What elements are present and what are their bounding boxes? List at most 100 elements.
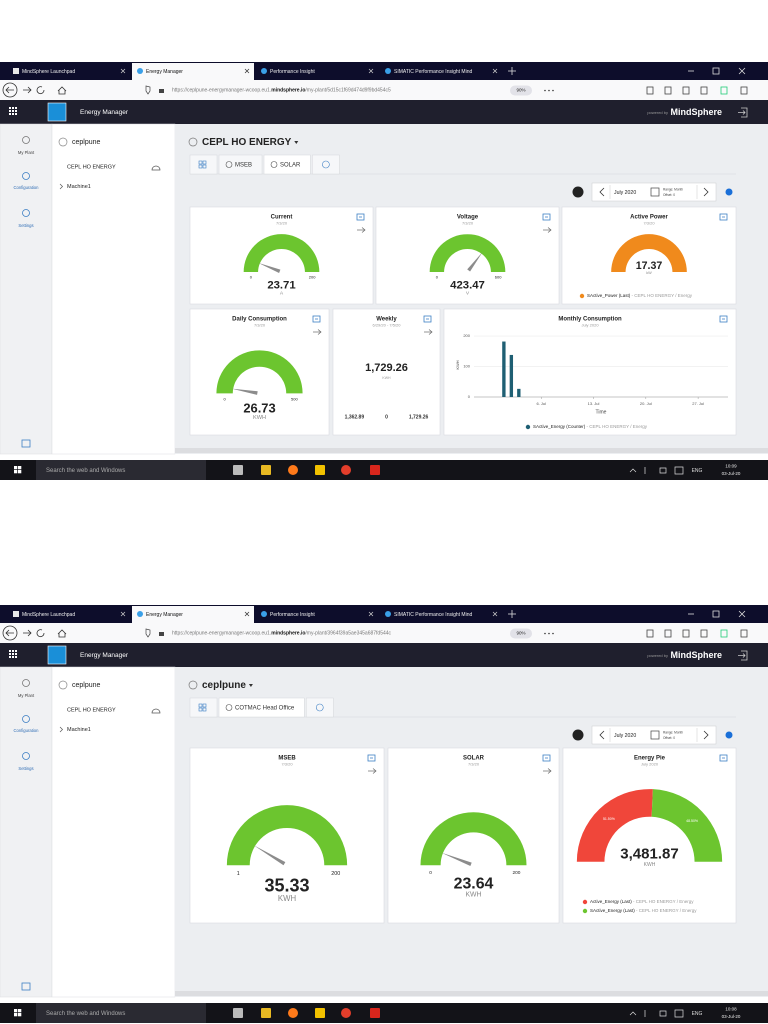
browser-tab[interactable]: SIMATIC Performance Insight Mind: [394, 69, 472, 75]
drilldown-arrow-head[interactable]: [372, 768, 377, 774]
start-button[interactable]: [14, 466, 18, 470]
zoom-pill[interactable]: [510, 85, 532, 96]
widget-picker[interactable]: [572, 729, 584, 741]
zoom-pill[interactable]: [510, 628, 532, 639]
page-actions[interactable]: [552, 632, 554, 635]
zoom-level[interactable]: 90%: [516, 631, 525, 636]
tree-expander[interactable]: [59, 183, 63, 190]
page-actions[interactable]: [548, 89, 550, 92]
back-button[interactable]: [2, 625, 18, 641]
settings-gear[interactable]: [725, 188, 733, 196]
nav-item[interactable]: Configuration: [14, 185, 40, 190]
taskbar-app[interactable]: [341, 465, 351, 475]
widget-menu-icon[interactable]: [423, 315, 432, 323]
taskbar-app[interactable]: [370, 1008, 380, 1018]
toolbar-icon[interactable]: [664, 629, 672, 638]
browser-tab[interactable]: Energy Manager: [146, 612, 183, 618]
nav-icon[interactable]: [22, 136, 30, 144]
tree-root[interactable]: ceplpune: [72, 682, 101, 689]
browser-tab[interactable]: MindSphere Launchpad: [22, 69, 75, 75]
url[interactable]: https://ceplpune-energymanager-wcoop.eu1…: [172, 88, 391, 94]
taskbar-app[interactable]: [315, 465, 325, 475]
add-tab[interactable]: [312, 154, 340, 175]
tree-asset[interactable]: CEPL HO ENERGY: [67, 164, 116, 170]
tree-root[interactable]: ceplpune: [72, 139, 101, 146]
page-title[interactable]: ceplpune: [202, 680, 246, 691]
widget-menu-icon[interactable]: [312, 315, 321, 323]
toolbar-icon[interactable]: [740, 629, 748, 638]
tree-child[interactable]: Machine1: [67, 184, 91, 190]
nav-icon[interactable]: [22, 209, 30, 217]
toolbar-icon[interactable]: [664, 86, 672, 95]
add-tab[interactable]: [306, 697, 334, 718]
browser-tab[interactable]: Performance Insight: [270, 69, 315, 75]
forward-arrow[interactable]: [23, 86, 32, 94]
taskbar-search[interactable]: Search the web and Windows: [46, 1011, 125, 1017]
taskbar-app[interactable]: [341, 1008, 351, 1018]
toolbar-icon[interactable]: [682, 86, 690, 95]
tree-asset[interactable]: CEPL HO ENERGY: [67, 707, 116, 713]
active-tab[interactable]: [132, 606, 254, 623]
taskbar-app[interactable]: [261, 1008, 271, 1018]
url[interactable]: https://ceplpune-energymanager-wcoop.eu1…: [172, 631, 392, 637]
drilldown-arrow-head[interactable]: [547, 768, 552, 774]
start-button[interactable]: [14, 1013, 18, 1017]
start-button[interactable]: [18, 470, 22, 474]
widget-menu-icon[interactable]: [719, 754, 728, 762]
start-button[interactable]: [18, 1013, 22, 1017]
title-caret[interactable]: [294, 141, 299, 144]
logout-icon[interactable]: [738, 650, 748, 661]
taskbar-app[interactable]: [233, 1008, 243, 1018]
nav-icon[interactable]: [22, 679, 30, 687]
drilldown-arrow-head[interactable]: [361, 227, 366, 233]
toolbar-icon[interactable]: [740, 86, 748, 95]
page-actions[interactable]: [544, 89, 546, 92]
calendar-icon[interactable]: [650, 730, 660, 740]
search-box[interactable]: [36, 1003, 206, 1023]
widget-menu-icon[interactable]: [356, 213, 365, 221]
widget-menu-icon[interactable]: [719, 315, 728, 323]
calendar-icon[interactable]: [650, 187, 660, 197]
dashboard-tab[interactable]: [189, 154, 218, 175]
dashboard-tab[interactable]: [218, 154, 263, 175]
active-tab[interactable]: [132, 63, 254, 80]
period-date[interactable]: July 2020: [614, 190, 636, 196]
zoom-level[interactable]: 90%: [516, 88, 525, 93]
title-caret[interactable]: [248, 684, 253, 687]
nav-icon[interactable]: [22, 172, 30, 180]
dashboard-tab[interactable]: [189, 697, 218, 718]
taskbar-search[interactable]: Search the web and Windows: [46, 468, 125, 474]
taskbar-app[interactable]: [261, 465, 271, 475]
drilldown-arrow-head[interactable]: [428, 329, 433, 335]
taskbar-app[interactable]: [288, 1008, 298, 1018]
toolbar-icon[interactable]: [720, 86, 728, 95]
logout-icon[interactable]: [738, 107, 748, 118]
toolbar-icon[interactable]: [700, 629, 708, 638]
page-actions[interactable]: [544, 632, 546, 635]
nav-icon[interactable]: [22, 752, 30, 760]
widget-menu-icon[interactable]: [542, 213, 551, 221]
home[interactable]: [57, 629, 67, 638]
prev-period[interactable]: [599, 730, 605, 740]
taskbar-app[interactable]: [288, 465, 298, 475]
toolbar-icon[interactable]: [646, 629, 654, 638]
start-button[interactable]: [18, 1009, 22, 1013]
page-actions[interactable]: [552, 89, 554, 92]
settings-gear[interactable]: [725, 731, 733, 739]
browser-tab[interactable]: Performance Insight: [270, 612, 315, 618]
home[interactable]: [57, 86, 67, 95]
forward-arrow[interactable]: [23, 629, 32, 637]
dashboard-tab[interactable]: [218, 697, 305, 718]
nav-item[interactable]: Settings: [18, 223, 33, 228]
tree-child[interactable]: Machine1: [67, 727, 91, 733]
drilldown-arrow-head[interactable]: [547, 227, 552, 233]
next-period[interactable]: [703, 187, 709, 197]
drilldown-arrow-head[interactable]: [317, 329, 322, 335]
toolbar-icon[interactable]: [646, 86, 654, 95]
widget-picker[interactable]: [572, 186, 584, 198]
toolbar-icon[interactable]: [700, 86, 708, 95]
browser-tab[interactable]: Energy Manager: [146, 69, 183, 75]
widget-menu-icon[interactable]: [719, 213, 728, 221]
taskbar-app[interactable]: [233, 465, 243, 475]
nav-item[interactable]: My Plant: [18, 693, 35, 698]
